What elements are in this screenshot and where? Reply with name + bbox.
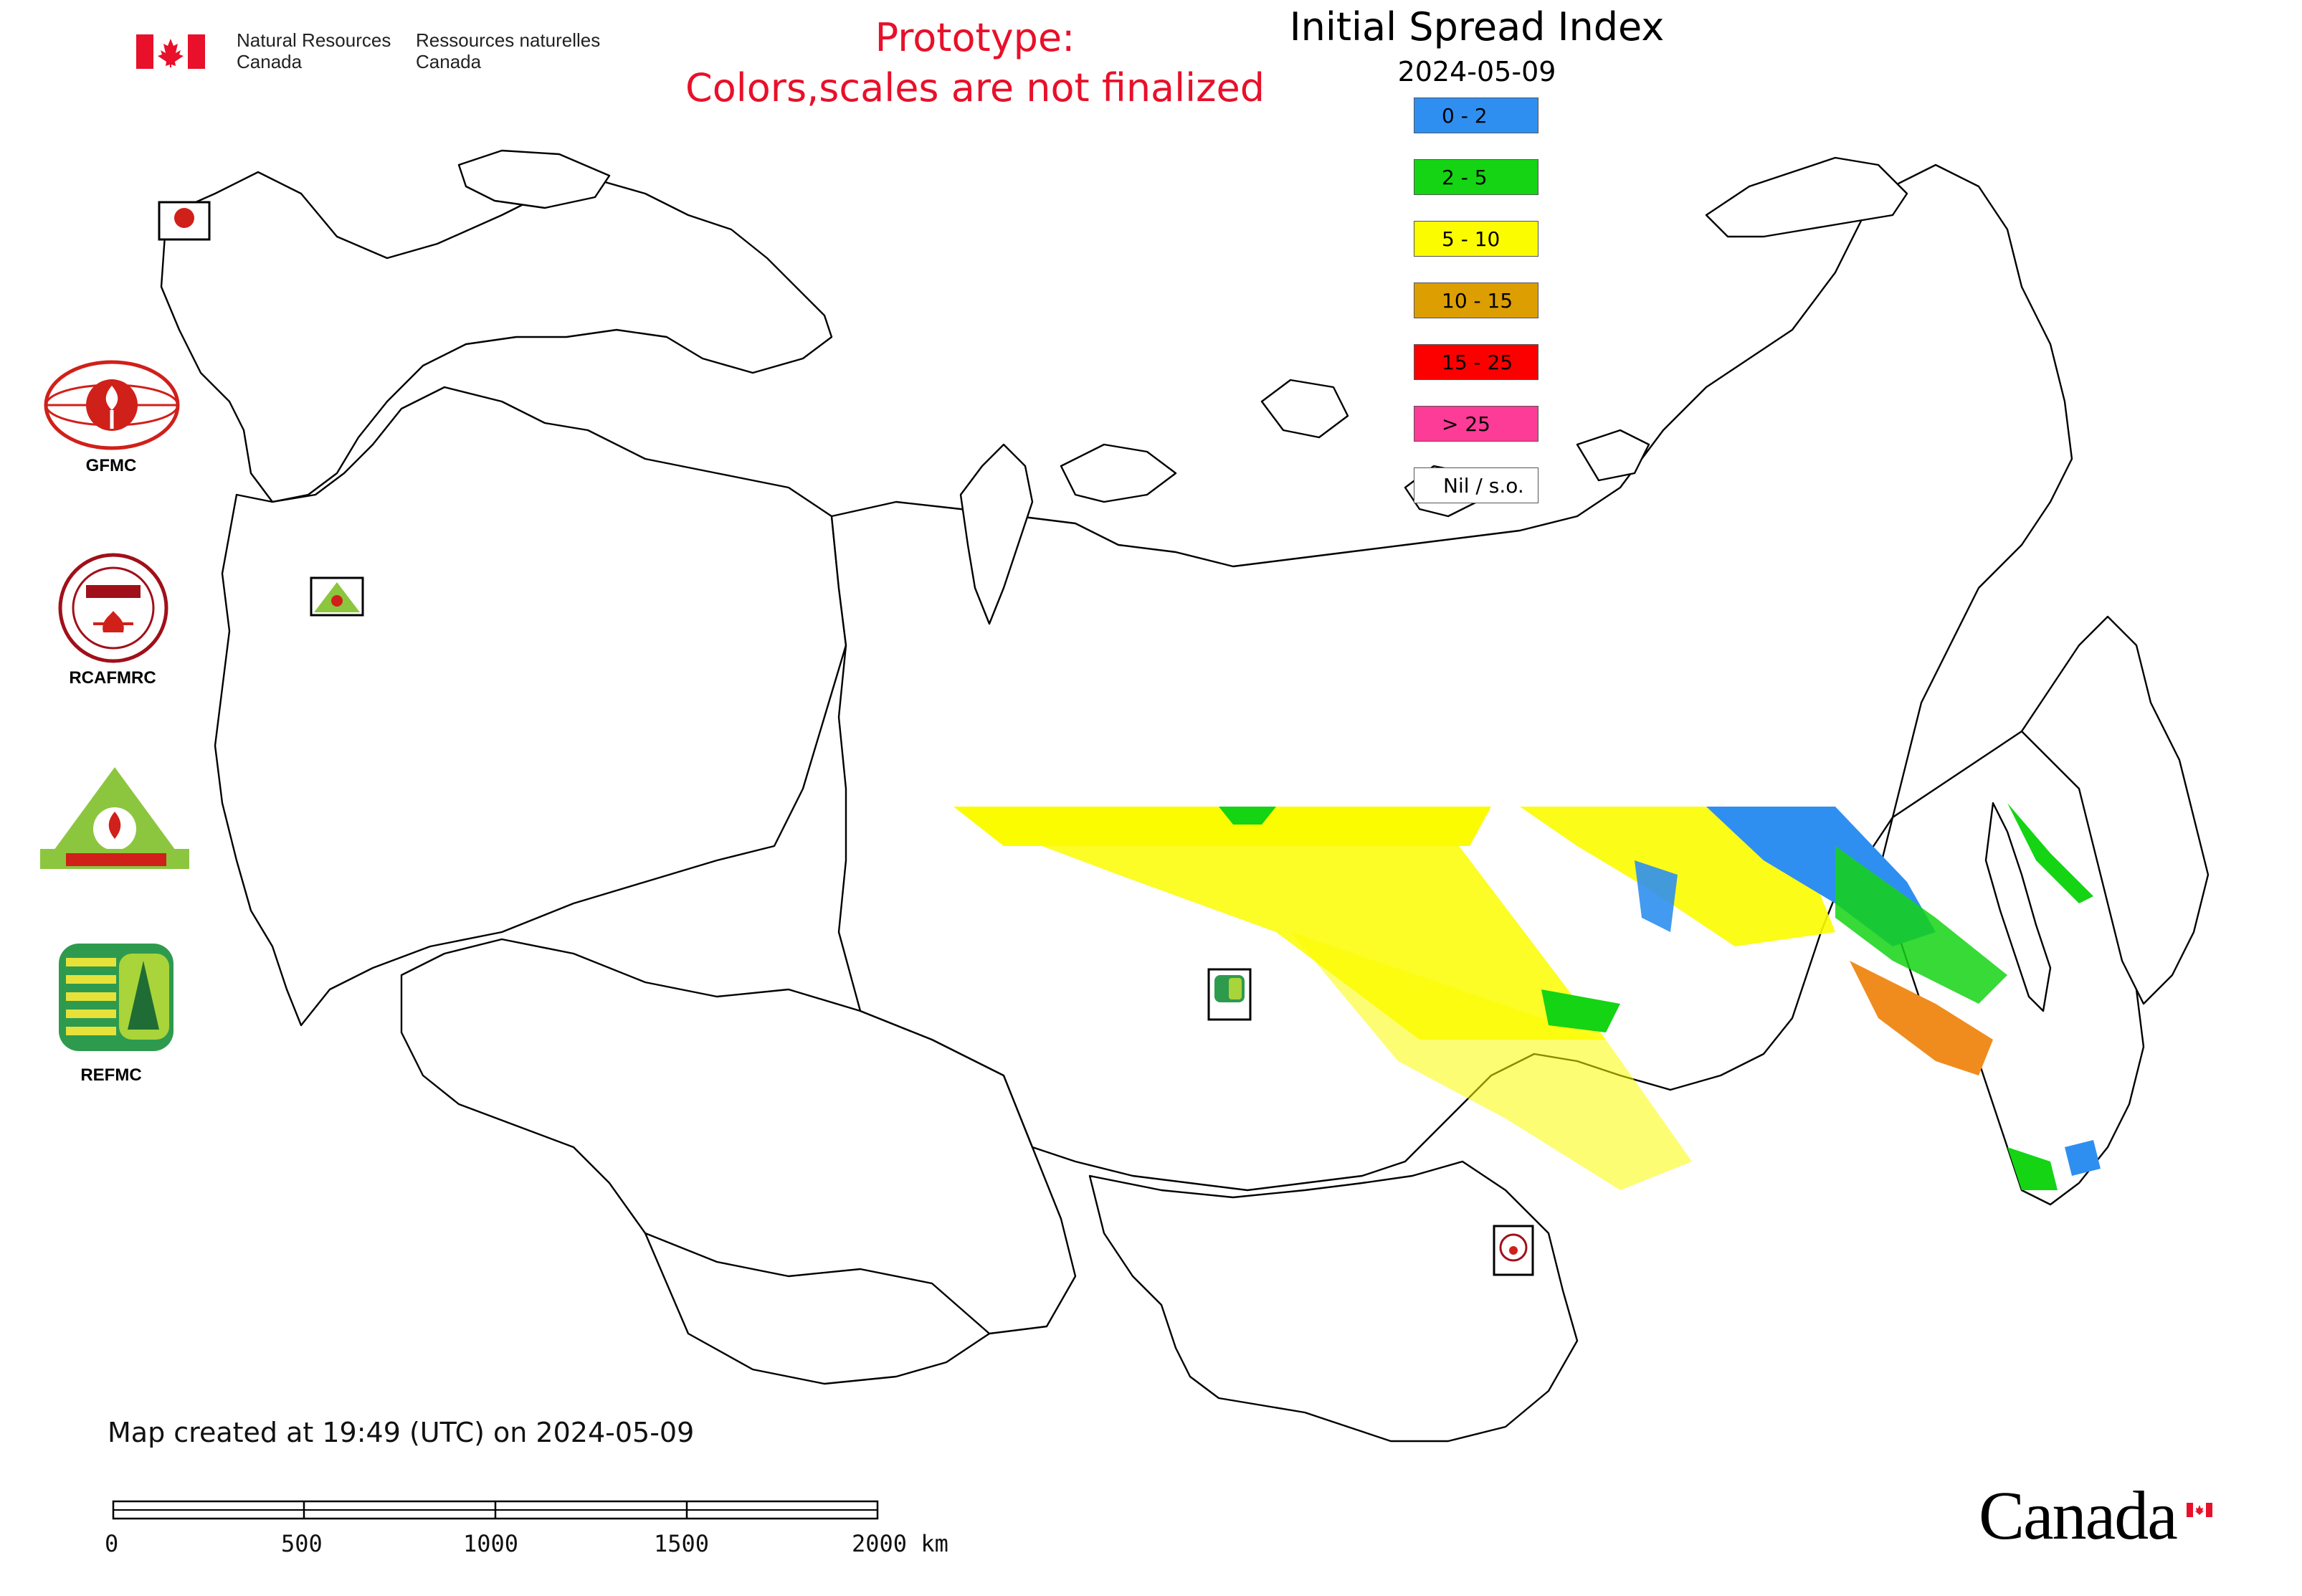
prototype-notice: Prototype: Colors,scales are not finaliz…: [645, 13, 1305, 113]
isi-fill-green-south: [2007, 1147, 2058, 1190]
rcafmrc-label: RCAFMRC: [69, 668, 156, 688]
isi-fill-blue-south: [2065, 1140, 2101, 1176]
map-title: Initial Spread Index: [1289, 4, 1665, 49]
isi-fill-blue-mid: [1635, 860, 1678, 932]
refmc-logo-icon[interactable]: [59, 944, 173, 1051]
scale-tick-500: 500: [281, 1530, 323, 1557]
refmc-label: REFMC: [80, 1065, 142, 1085]
rcafmrc-logo-icon[interactable]: [57, 552, 169, 664]
refmc-map-marker-icon[interactable]: [1207, 968, 1252, 1021]
legend-item-5-10: 5 - 10: [1414, 221, 1538, 257]
rcafmrc-map-marker-icon[interactable]: [1493, 1225, 1534, 1276]
wordmark-flag-icon: [2187, 1503, 2212, 1517]
scale-tick-0: 0: [105, 1530, 119, 1557]
legend-item-10-15: 10 - 15: [1414, 282, 1538, 318]
legend-item-nil: Nil / s.o.: [1414, 467, 1538, 503]
nrcan-en-line1: Natural Resources: [237, 29, 391, 51]
isi-fill-yellow-diag: [1004, 832, 1606, 1040]
reefmc-map-marker-icon[interactable]: [310, 576, 364, 617]
prototype-line2: Colors,scales are not finalized: [685, 65, 1265, 110]
nrcan-fr-line1: Ressources naturelles: [416, 29, 601, 51]
reefmc-logo-icon[interactable]: [37, 764, 192, 872]
isi-data-layer: [953, 803, 2101, 1190]
isi-fill-green-kamchatka: [2007, 803, 2093, 903]
gfmc-map-marker-icon[interactable]: [158, 201, 211, 241]
nrcan-signature: Natural Resources Canada Ressources natu…: [136, 27, 624, 77]
map-created-note: Map created at 19:49 (UTC) on 2024-05-09: [108, 1417, 695, 1448]
scale-tick-2000: 2000 km: [852, 1530, 948, 1557]
gfmc-logo-icon[interactable]: [40, 358, 184, 452]
isi-fill-yellow-tail: [1290, 932, 1692, 1190]
legend-item-2-5: 2 - 5: [1414, 159, 1538, 195]
scale-tick-1000: 1000: [463, 1530, 519, 1557]
legend-item-gt-25: > 25: [1414, 406, 1538, 442]
prototype-line1: Prototype:: [875, 15, 1075, 60]
nrcan-fr-line2: Canada: [416, 51, 482, 72]
country-borders: [160, 149, 2210, 1443]
map-date: 2024-05-09: [1397, 56, 1556, 87]
isi-fill-green-mid: [1541, 989, 1620, 1032]
gfmc-label: GFMC: [85, 456, 137, 475]
scale-bar: [112, 1500, 879, 1520]
canada-wordmark: Canada: [1979, 1477, 2178, 1554]
isi-fill-green-north: [1219, 807, 1276, 825]
legend-item-0-2: 0 - 2: [1414, 98, 1538, 133]
nrcan-en-line2: Canada: [237, 51, 303, 72]
scale-tick-1500: 1500: [654, 1530, 710, 1557]
canada-flag-icon: [136, 34, 205, 69]
isi-fill-orange-east: [1850, 961, 1993, 1075]
isi-fill-green-east: [1835, 846, 2007, 1004]
legend-item-15-25: 15 - 25: [1414, 344, 1538, 380]
